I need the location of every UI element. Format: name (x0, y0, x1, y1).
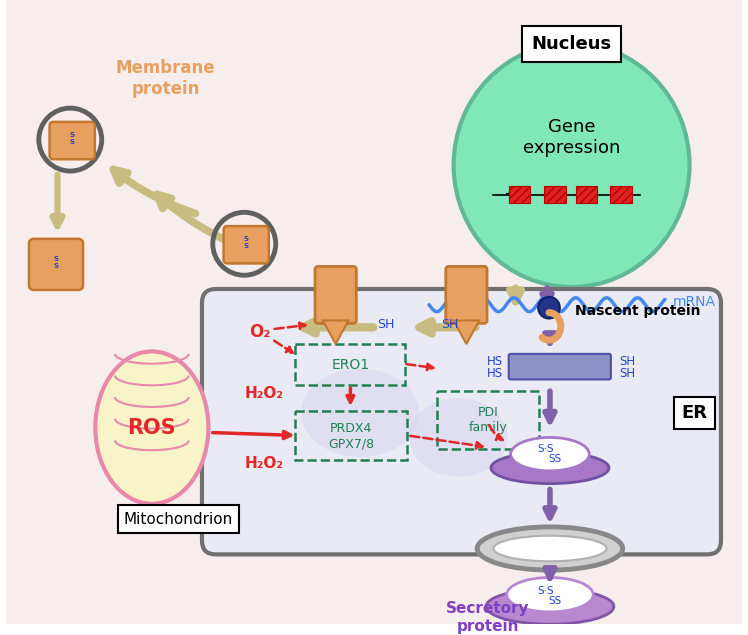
FancyBboxPatch shape (509, 354, 611, 380)
Text: mRNA: mRNA (672, 295, 716, 309)
Text: SH: SH (619, 367, 635, 380)
Text: S
S: S S (244, 236, 249, 250)
FancyBboxPatch shape (49, 122, 95, 159)
FancyBboxPatch shape (224, 226, 269, 264)
Text: S
S: S S (53, 256, 58, 269)
Text: Gene
expression: Gene expression (523, 118, 620, 157)
Polygon shape (453, 321, 479, 344)
Ellipse shape (486, 589, 614, 624)
Text: ER: ER (681, 404, 708, 422)
FancyBboxPatch shape (544, 186, 565, 203)
Text: GPX7/8: GPX7/8 (328, 438, 375, 451)
Text: Mitochondrion: Mitochondrion (123, 512, 233, 526)
Text: SS: SS (548, 596, 562, 606)
Text: O₂: O₂ (249, 323, 271, 341)
Ellipse shape (477, 527, 622, 570)
Ellipse shape (409, 398, 508, 477)
Text: H₂O₂: H₂O₂ (245, 457, 283, 471)
FancyBboxPatch shape (29, 239, 83, 290)
Text: H₂O₂: H₂O₂ (245, 385, 283, 401)
Text: SH: SH (377, 318, 394, 331)
FancyBboxPatch shape (315, 267, 356, 323)
FancyBboxPatch shape (446, 267, 487, 323)
Text: HS: HS (487, 367, 503, 380)
Text: ERO1: ERO1 (331, 358, 370, 371)
Ellipse shape (511, 438, 589, 471)
Text: S·S: S·S (538, 444, 554, 454)
Text: SH: SH (619, 355, 635, 368)
FancyBboxPatch shape (202, 289, 721, 554)
FancyBboxPatch shape (509, 186, 530, 203)
Text: SH: SH (441, 318, 459, 331)
Ellipse shape (491, 452, 609, 484)
Text: ROS: ROS (128, 418, 177, 438)
Ellipse shape (506, 577, 593, 612)
Text: Nucleus: Nucleus (532, 35, 612, 53)
FancyBboxPatch shape (610, 186, 631, 203)
Text: Nascent protein: Nascent protein (574, 304, 700, 318)
FancyBboxPatch shape (575, 186, 597, 203)
Text: SS: SS (548, 454, 562, 464)
Ellipse shape (453, 43, 690, 287)
Text: Membrane
protein: Membrane protein (116, 59, 215, 98)
Text: HS: HS (487, 355, 503, 368)
Polygon shape (323, 321, 349, 344)
Ellipse shape (95, 351, 209, 504)
Text: PDI
family: PDI family (469, 406, 507, 434)
Text: PRDX4: PRDX4 (330, 422, 373, 435)
Text: Secretory
protein: Secretory protein (447, 601, 530, 634)
Text: S
S: S S (70, 132, 75, 145)
Circle shape (538, 297, 560, 319)
Text: S·S: S·S (538, 585, 554, 596)
Ellipse shape (494, 536, 607, 561)
Ellipse shape (301, 368, 419, 457)
